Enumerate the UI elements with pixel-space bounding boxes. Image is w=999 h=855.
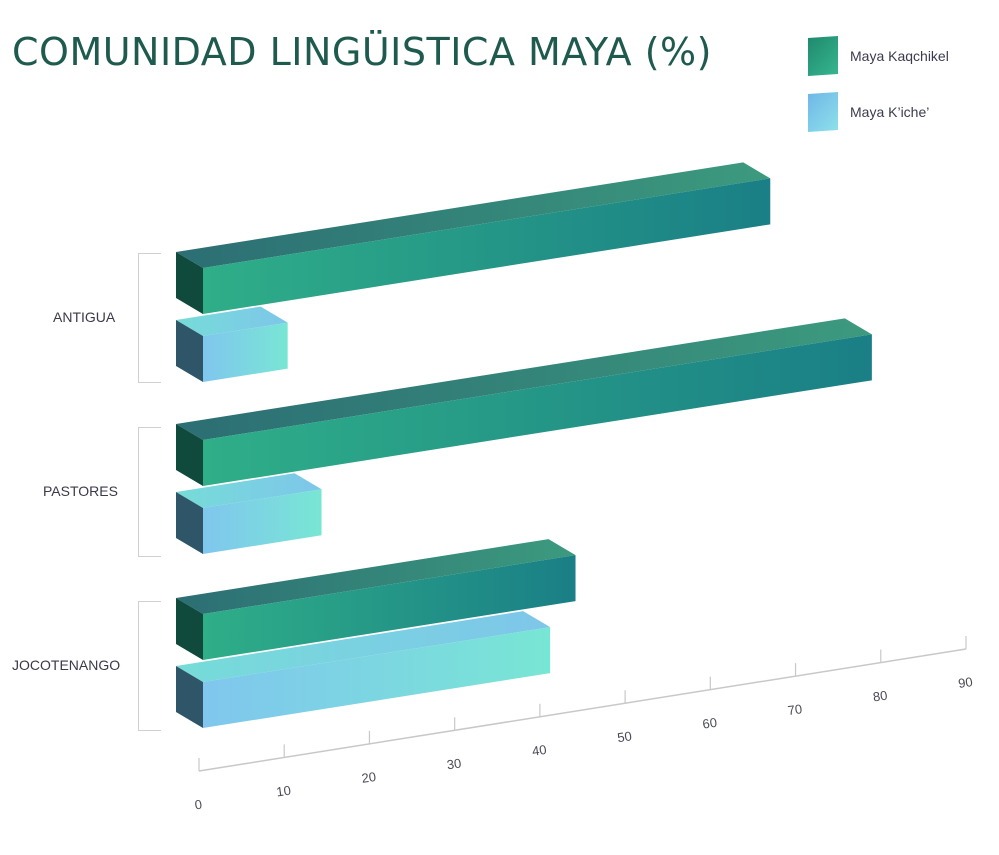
bar-front-face [203, 555, 576, 660]
x-tick-label: 0 [194, 797, 203, 813]
bar-top-face [176, 318, 872, 440]
x-tick-label: 70 [787, 701, 803, 718]
bar-end-face [176, 320, 203, 382]
x-tick-labels: 0 10 20 30 40 50 60 70 80 90 [194, 674, 974, 812]
legend-item-kaqchikel: Maya Kaqchikel [808, 35, 988, 77]
bar-front-face [203, 322, 288, 382]
bar-pastores-kaqchikel [176, 318, 872, 486]
legend-item-kiche: Maya K’iche’ [808, 91, 988, 133]
bar-top-face [176, 473, 322, 508]
bars [176, 162, 872, 728]
category-bracket-antigua [138, 253, 161, 383]
x-tick-label: 30 [446, 755, 462, 772]
bar-jocotenango-kaqchikel [176, 539, 576, 660]
category-label-pastores: PASTORES [43, 483, 118, 499]
bar-top-face [176, 162, 771, 268]
x-tick-label: 90 [957, 674, 973, 691]
chart-title: COMUNIDAD LINGÜISTICA MAYA (%) [12, 30, 712, 74]
x-tick-label: 40 [531, 742, 547, 759]
legend: Maya Kaqchikel Maya K’iche’ [808, 35, 988, 148]
bar-antigua-kaqchikel [176, 162, 771, 314]
bar-end-face [176, 598, 203, 660]
x-axis [198, 636, 967, 772]
bar-top-face [176, 539, 576, 614]
bar-end-face [176, 424, 203, 486]
x-tick-label: 80 [872, 688, 888, 705]
bar-top-face [176, 306, 288, 336]
bar-jocotenango-kiche [176, 611, 551, 728]
bar-end-face [176, 492, 203, 554]
x-tick-label: 20 [361, 769, 377, 786]
bar-antigua-kiche [176, 306, 288, 382]
x-tick-label: 60 [701, 715, 717, 732]
bar-end-face [176, 252, 203, 314]
x-tick-label: 10 [275, 783, 291, 800]
bar-front-face [203, 334, 872, 486]
category-bracket-jocotenango [138, 601, 161, 731]
category-bracket-pastores [138, 427, 161, 557]
bar-end-face [176, 666, 203, 728]
category-label-antigua: ANTIGUA [53, 309, 116, 325]
x-axis-line [198, 648, 967, 772]
bar-top-face [176, 611, 551, 682]
bar-front-face [203, 489, 322, 554]
legend-label-kaqchikel: Maya Kaqchikel [850, 48, 949, 64]
category-label-jocotenango: JOCOTENANGO [12, 657, 121, 673]
bar-front-face [203, 178, 771, 314]
x-tick-label: 50 [616, 728, 632, 745]
bar-pastores-kiche [176, 473, 322, 554]
bar-front-face [203, 627, 551, 728]
legend-label-kiche: Maya K’iche’ [850, 104, 930, 120]
